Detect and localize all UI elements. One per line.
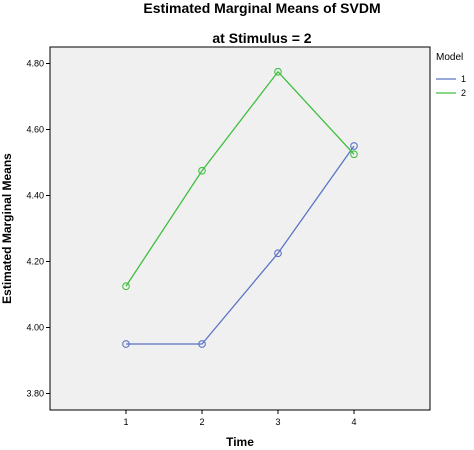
data-point: [350, 150, 358, 159]
x-axis: 1 2 3 4: [123, 410, 357, 427]
x-tick-label: 3: [275, 417, 280, 427]
data-point: [122, 282, 130, 291]
y-tick-label: 4.00: [26, 323, 44, 333]
chart-subtitle: at Stimulus = 2: [212, 30, 311, 46]
x-axis-title: Time: [226, 435, 254, 449]
series-layer: [122, 67, 358, 348]
y-tick-label: 4.40: [26, 191, 44, 201]
y-tick-label: 4.20: [26, 257, 44, 267]
legend-title: Model: [436, 52, 463, 63]
plot-area: [49, 46, 431, 411]
legend: Model 1 2: [436, 52, 466, 98]
y-axis: 3.80 4.00 4.20 4.40 4.60 4.80: [26, 59, 50, 399]
y-tick-label: 4.60: [26, 125, 44, 135]
data-point: [122, 340, 130, 348]
legend-label: 2: [461, 88, 466, 98]
data-point: [198, 166, 206, 175]
data-point: [350, 142, 358, 150]
y-tick-label: 3.80: [26, 389, 44, 399]
chart-title: Estimated Marginal Means of SVDM: [143, 0, 380, 16]
y-axis-title: Estimated Marginal Means: [0, 153, 14, 304]
series-line-2: [125, 70, 355, 287]
series-line-1: [126, 145, 355, 345]
y-tick-label: 4.80: [26, 59, 44, 69]
data-point: [274, 249, 282, 258]
x-tick-label: 2: [199, 417, 204, 427]
data-point: [274, 67, 282, 76]
data-point: [198, 340, 206, 348]
x-tick-label: 4: [351, 417, 356, 427]
x-tick-label: 1: [123, 417, 128, 427]
legend-label: 1: [461, 74, 466, 84]
